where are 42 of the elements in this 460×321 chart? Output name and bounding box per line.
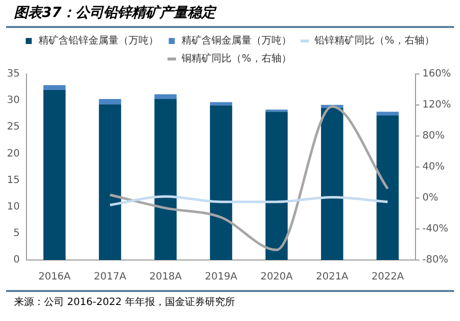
y2-tick-label: -80% bbox=[422, 254, 448, 266]
x-tick-label: 2019A bbox=[204, 272, 238, 283]
legend-label: 精矿含铅锌金属量（万吨） bbox=[38, 34, 159, 47]
bar bbox=[376, 112, 399, 116]
x-tick-label: 2016A bbox=[38, 272, 71, 283]
bar bbox=[210, 102, 232, 106]
bar bbox=[265, 112, 288, 260]
legend-label: 精矿含铜金属量（万吨） bbox=[182, 34, 292, 47]
legend-label: 铜精矿同比（%，右轴） bbox=[180, 52, 292, 65]
y2-tick-label: 80% bbox=[422, 130, 445, 142]
line-series bbox=[108, 105, 389, 252]
y-tick-label: 35 bbox=[6, 68, 20, 80]
x-tick-label: 2017A bbox=[94, 272, 126, 283]
y-tick-label: 15 bbox=[6, 174, 20, 186]
bar bbox=[43, 90, 66, 260]
x-tick-label: 2022A bbox=[372, 272, 404, 283]
y-tick-label: 10 bbox=[6, 201, 20, 212]
y2-tick-label: 120% bbox=[422, 100, 452, 111]
bar bbox=[376, 115, 399, 260]
y2-tick-label: 160% bbox=[422, 68, 452, 80]
bar bbox=[321, 108, 344, 260]
bar bbox=[154, 94, 177, 99]
chart-title: 图表37：公司铅锌精矿产量稳定 bbox=[6, 0, 454, 28]
y2-tick-label: 0% bbox=[422, 192, 438, 204]
line-series bbox=[108, 195, 389, 206]
y-tick-label: 0 bbox=[13, 254, 20, 266]
y-tick-label: 30 bbox=[6, 95, 20, 106]
y-tick-label: 25 bbox=[6, 122, 20, 133]
bar bbox=[98, 104, 122, 260]
legend-label: 铅锌精矿同比（%，右轴） bbox=[314, 34, 434, 47]
x-tick-label: 2020A bbox=[260, 272, 293, 283]
y2-tick-label: 40% bbox=[422, 162, 445, 173]
x-tick-label: 2018A bbox=[149, 272, 182, 283]
x-tick-label: 2021A bbox=[316, 272, 348, 283]
y2-tick-label: -40% bbox=[422, 224, 448, 235]
source-note: 来源：公司 2016-2022 年年报，国金证券研究所 bbox=[6, 290, 454, 309]
bar bbox=[98, 98, 122, 104]
bar bbox=[43, 85, 66, 90]
bar bbox=[210, 105, 232, 260]
y-tick-label: 20 bbox=[6, 148, 20, 160]
y-tick-label: 5 bbox=[13, 228, 20, 240]
bar bbox=[154, 98, 177, 260]
